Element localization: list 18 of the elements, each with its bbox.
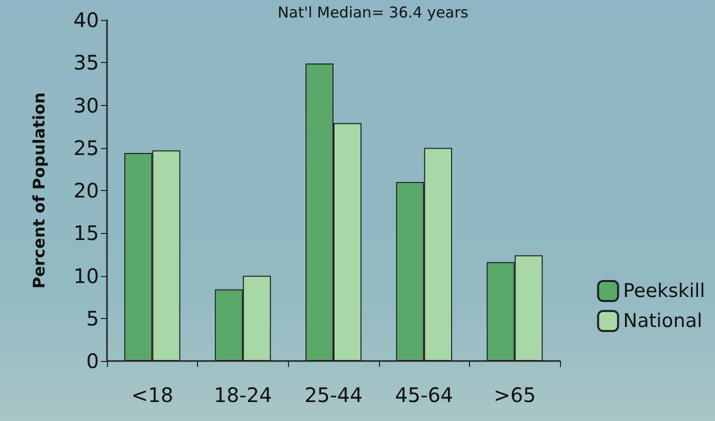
y-axis-title: Percent of Population [30, 92, 48, 289]
y-tick-label: 0 [86, 349, 99, 373]
x-tick-label: <18 [131, 383, 174, 407]
y-tick-label: 40 [74, 8, 99, 32]
x-tick-label: >65 [494, 383, 536, 407]
x-tick-label: 45-64 [395, 383, 454, 407]
y-tick-label: 30 [74, 93, 99, 118]
y-tick-label: 15 [74, 221, 99, 246]
y-tick-label: 35 [74, 50, 99, 75]
chart-title: Nat'l Median= 36.4 years [278, 4, 469, 22]
y-tick-label: 20 [74, 178, 99, 202]
x-tick-label: 18-24 [214, 383, 272, 407]
legend-label: Peekskill [623, 280, 706, 302]
y-tick-label: 5 [86, 306, 99, 330]
legend-label: National [623, 310, 702, 332]
x-tick-label: 25-44 [304, 383, 363, 407]
y-tick-label: 10 [74, 264, 99, 288]
y-tick-label: 25 [74, 136, 99, 160]
